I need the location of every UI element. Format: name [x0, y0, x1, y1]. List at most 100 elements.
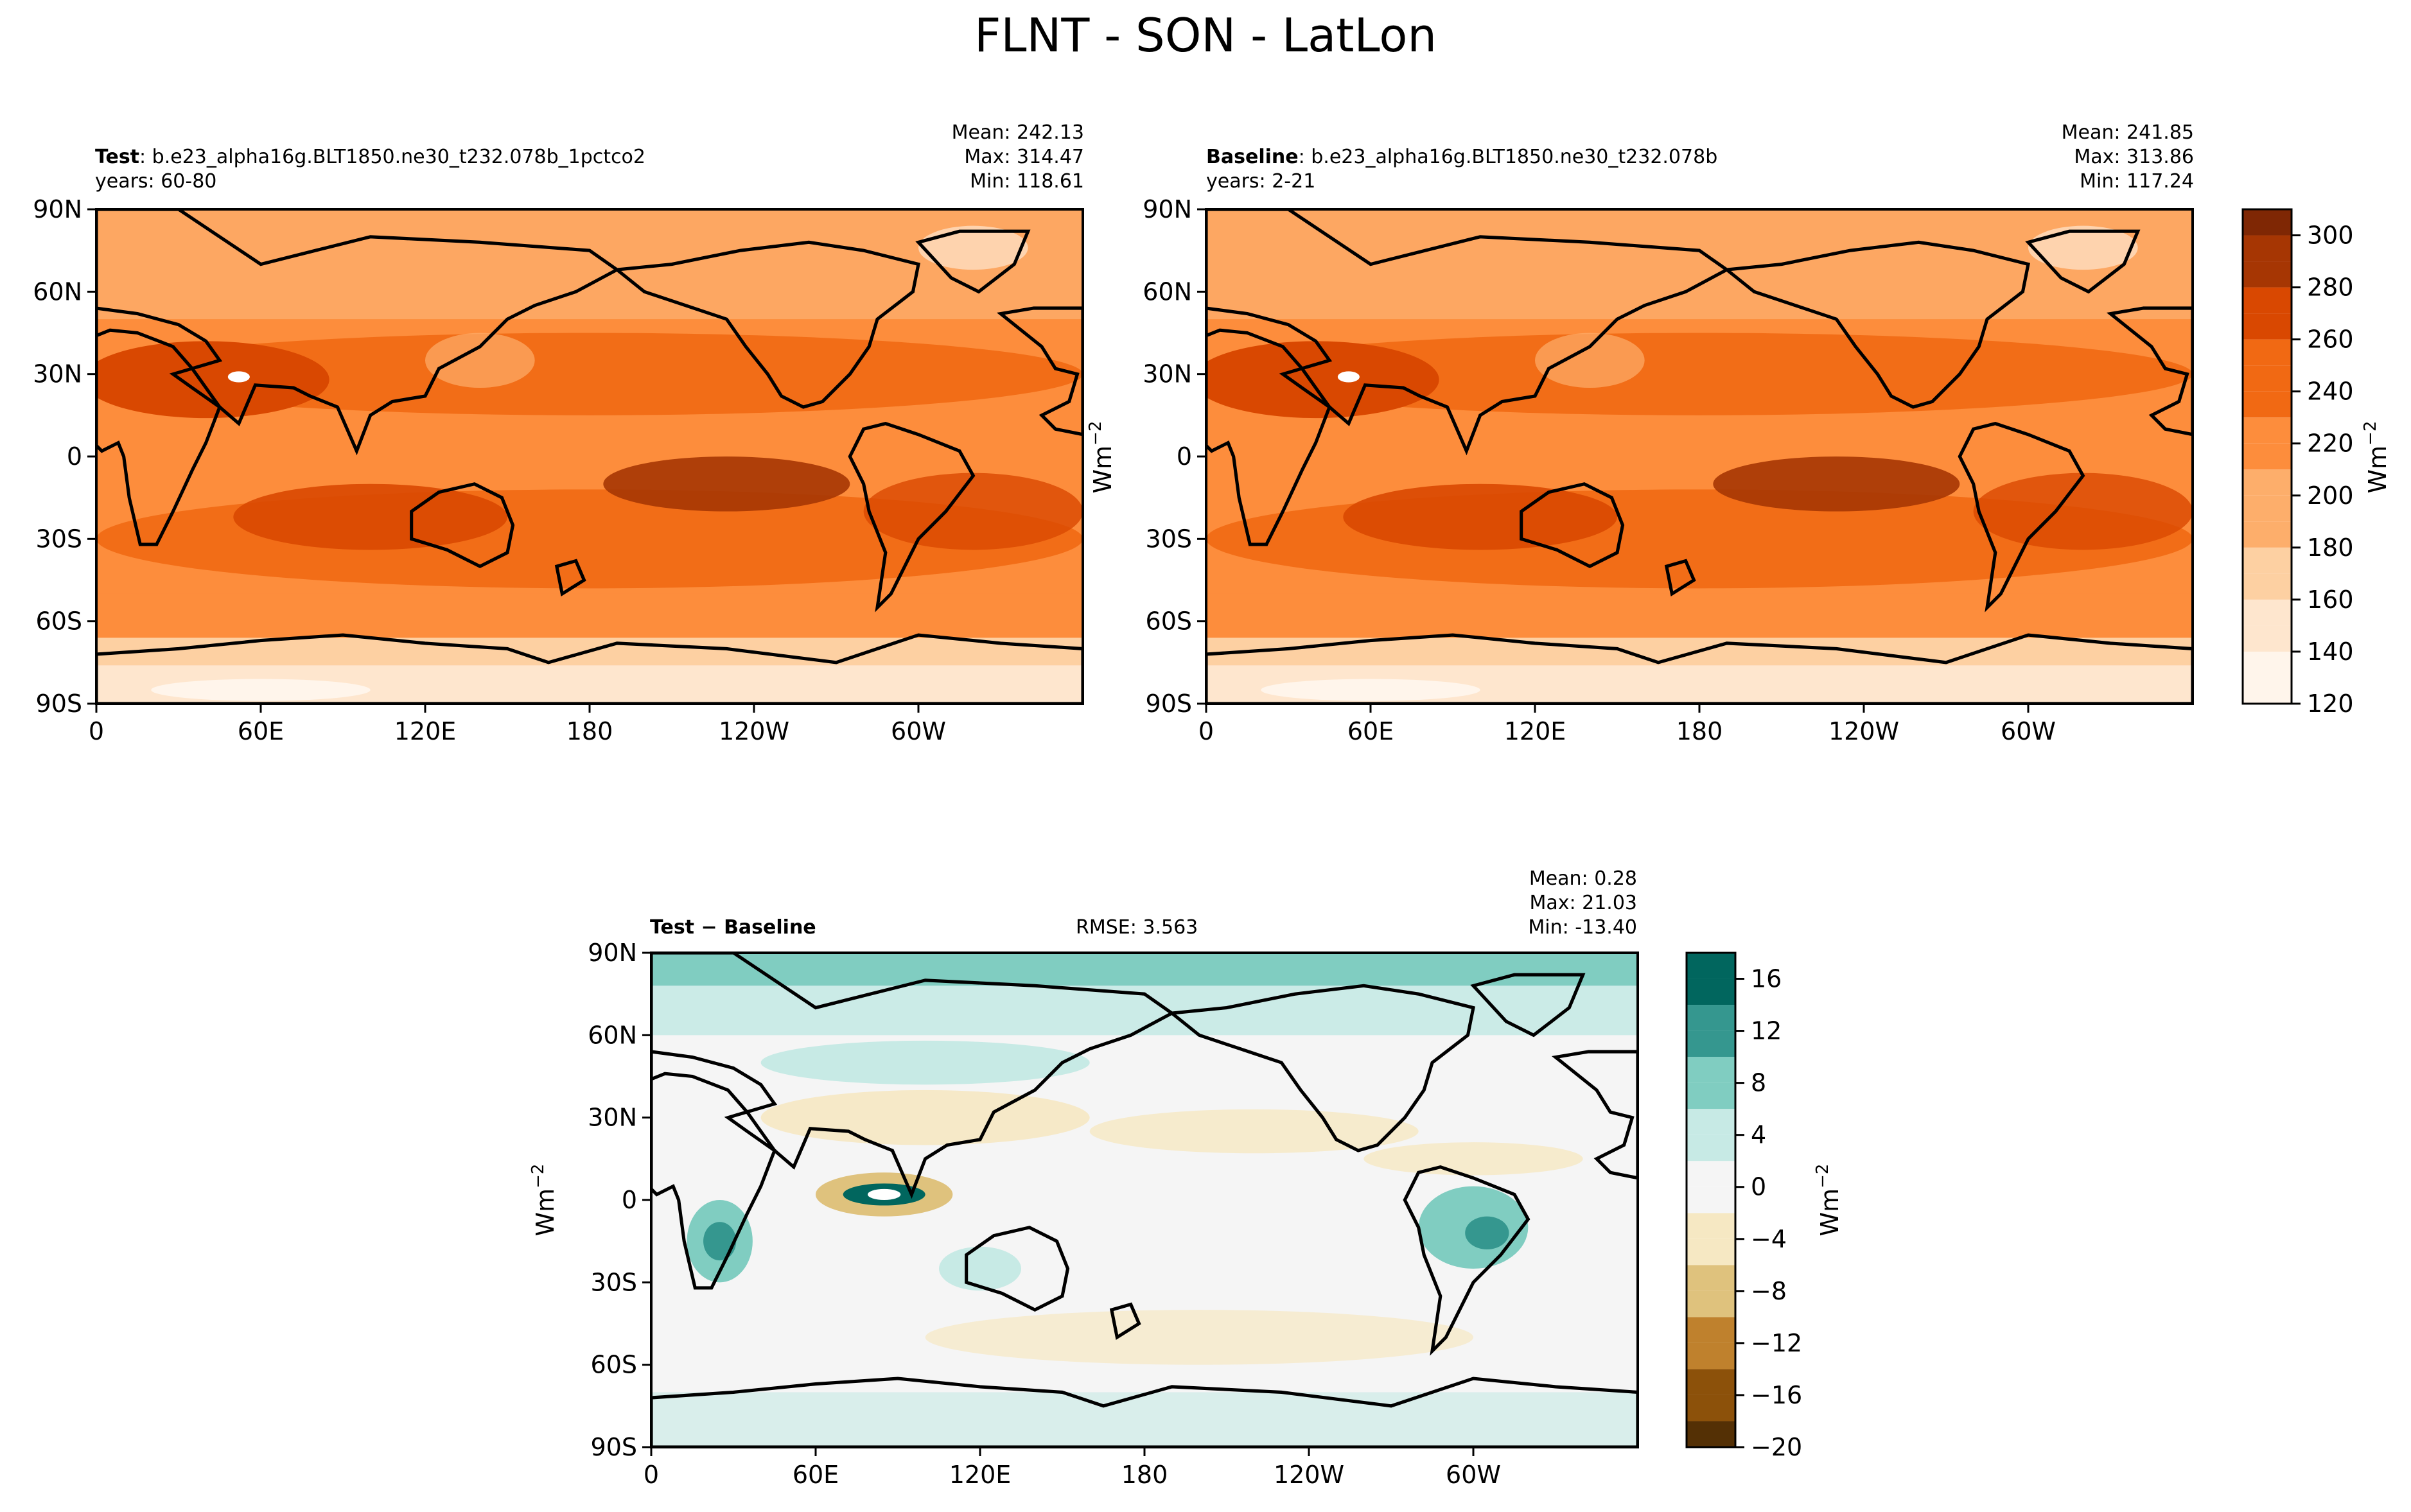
- colorbar-level: [1687, 1213, 1735, 1239]
- colorbar-tick-label: 200: [2307, 482, 2354, 510]
- test-label: Test: b.e23_alpha16g.BLT1850.ne30_t232.0…: [95, 146, 645, 168]
- colorbar-level: [1687, 1343, 1735, 1369]
- colorbar-level: [2243, 469, 2292, 496]
- diff-xtick-label: 180: [1121, 1461, 1168, 1489]
- colorbar-level: [1687, 1290, 1735, 1317]
- baseline-xtick-label: 120E: [1504, 717, 1566, 745]
- diff-label: Test − Baseline: [650, 916, 816, 939]
- colorbar-level: [2243, 209, 2292, 236]
- colorbar-level: [2243, 573, 2292, 600]
- colorbar-tick-label: 300: [2307, 222, 2354, 250]
- baseline-ytick-label: 60N: [1143, 277, 1192, 306]
- baseline-stat-mean: Mean: 241.85: [2062, 121, 2194, 144]
- colorbar-diff-units: Wm: [1816, 1188, 1844, 1237]
- colorbar-level: [2243, 391, 2292, 418]
- test-stat-mean: Mean: 242.13: [952, 121, 1084, 144]
- test-years: years: 60-80: [95, 170, 216, 193]
- colorbar-tick-label: 120: [2307, 690, 2354, 718]
- colorbar-level: [1687, 1369, 1735, 1395]
- colorbar-flnt-units-exp: −2: [2361, 421, 2380, 446]
- baseline-ticks: 0 60E 120E 180 120W 60W 90N 60N 30N 0 30S 60S 90S: [1143, 195, 2056, 745]
- baseline-ytick-label: 60S: [1146, 607, 1192, 636]
- colorbar-level: [2243, 365, 2292, 392]
- test-xtick-label: 0: [89, 717, 104, 745]
- colorbar-diff-swatches: [1687, 953, 1735, 1447]
- colorbar-flnt: 120 140 160 180 200 220 240 260 280 300 Wm−2: [2241, 208, 2392, 718]
- diff-label-bold-2: Baseline: [724, 916, 816, 939]
- colorbar-tick-label: −12: [1751, 1329, 1802, 1357]
- test-ticks: 0 60E 120E 180 120W 60W 90N 60N 30N 0 30S 60S 90S: [33, 195, 946, 745]
- panel-test: Mean: 242.13 Max: 314.47 Min: 118.61 Tes…: [33, 121, 1084, 745]
- colorbar-level: [1687, 1057, 1735, 1083]
- baseline-ytick-label: 30S: [1146, 525, 1192, 553]
- diff-xtick-label: 0: [644, 1461, 659, 1489]
- colorbar-level: [2243, 235, 2292, 262]
- test-ytick-label: 30S: [36, 525, 82, 553]
- test-label-bold: Test: [95, 146, 139, 168]
- test-label-rest: : b.e23_alpha16g.BLT1850.ne30_t232.078b_…: [139, 146, 645, 168]
- diff-label-bold-1: Test: [650, 916, 694, 939]
- colorbar-level: [2243, 339, 2292, 366]
- test-map: [96, 209, 1083, 704]
- diff-ytick-label: 60N: [588, 1021, 637, 1049]
- colorbar-level: [1687, 1161, 1735, 1187]
- diff-label-sep: −: [694, 916, 724, 939]
- test-ytick-label: 90S: [36, 690, 82, 718]
- test-xtick-label: 120E: [394, 717, 457, 745]
- baseline-ytick-label: 0: [1177, 442, 1192, 471]
- diff-ytick-label: 60S: [591, 1351, 637, 1379]
- colorbar-level: [2243, 261, 2292, 288]
- colorbar-level: [2243, 417, 2292, 444]
- baseline-stat-min: Min: 117.24: [2080, 170, 2194, 193]
- panel-diff: Mean: 0.28 Max: 21.03 Min: -13.40 Test −…: [529, 867, 1639, 1489]
- baseline-map: [1206, 209, 2193, 704]
- test-ytick-label: 60N: [33, 277, 82, 306]
- baseline-xtick-label: 120W: [1828, 717, 1899, 745]
- colorbar-level: [2243, 677, 2292, 704]
- colorbar-level: [1687, 1238, 1735, 1265]
- colorbar-flnt-units: Wm: [2363, 446, 2392, 494]
- diff-ytick-label: 90N: [588, 939, 637, 967]
- diff-stat-max: Max: 21.03: [1529, 892, 1637, 914]
- diff-xtick-label: 120E: [949, 1461, 1012, 1489]
- baseline-ytick-label: 90N: [1143, 195, 1192, 223]
- colorbar-tick-label: −4: [1751, 1225, 1787, 1253]
- colorbar-flnt-ticks: 120 140 160 180 200 220 240 260 280 300: [2292, 222, 2354, 718]
- baseline-xtick-label: 180: [1676, 717, 1723, 745]
- colorbar-level: [1687, 1134, 1735, 1161]
- colorbar-tick-label: 12: [1751, 1017, 1782, 1045]
- baseline-years: years: 2-21: [1206, 170, 1315, 193]
- colorbar-level: [2243, 495, 2292, 522]
- test-stat-min: Min: 118.61: [970, 170, 1084, 193]
- colorbar-level: [2243, 313, 2292, 340]
- colorbar-level: [1687, 1421, 1735, 1447]
- colorbar-tick-label: 4: [1751, 1121, 1766, 1149]
- baseline-ytick-label: 90S: [1146, 690, 1192, 718]
- colorbar-diff-label: Wm−2: [1813, 1164, 1844, 1237]
- colorbar-tick-label: 180: [2307, 534, 2354, 562]
- colorbar-flnt-swatches: [2243, 209, 2292, 704]
- figure-title: FLNT - SON - LatLon: [974, 8, 1437, 62]
- colorbar-level: [1687, 1030, 1735, 1057]
- diff-ticks: 0 60E 120E 180 120W 60W 90N 60N 30N 0 30S 60S 90S: [588, 939, 1501, 1489]
- colorbar-level: [1687, 1082, 1735, 1109]
- colorbar-tick-label: 160: [2307, 586, 2354, 614]
- units-label: Wm: [1089, 446, 1117, 494]
- colorbar-tick-label: −16: [1751, 1381, 1802, 1409]
- baseline-label-rest: : b.e23_alpha16g.BLT1850.ne30_t232.078b: [1299, 146, 1718, 168]
- colorbar-tick-label: 0: [1751, 1173, 1766, 1201]
- colorbar-level: [1687, 1317, 1735, 1343]
- colorbar-level: [1687, 1005, 1735, 1031]
- colorbar-level: [1687, 953, 1735, 979]
- test-xtick-label: 180: [566, 717, 613, 745]
- diff-ylabel: Wm−2: [529, 1164, 559, 1237]
- test-stat-max: Max: 314.47: [964, 146, 1084, 168]
- colorbar-level: [1687, 978, 1735, 1005]
- units-exp: −2: [1086, 421, 1105, 446]
- baseline-xtick-label: 0: [1198, 717, 1214, 745]
- colorbar-tick-label: 16: [1751, 965, 1782, 993]
- diff-units: Wm: [531, 1188, 559, 1237]
- colorbar-tick-label: −8: [1751, 1277, 1787, 1305]
- colorbar-tick-label: 140: [2307, 638, 2354, 666]
